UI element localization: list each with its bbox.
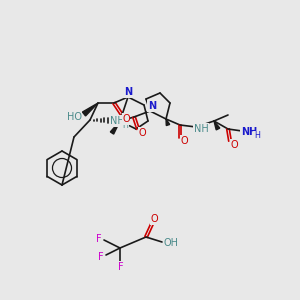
Polygon shape bbox=[214, 121, 220, 130]
Text: H: H bbox=[254, 131, 260, 140]
Text: OH: OH bbox=[164, 238, 178, 248]
Text: O: O bbox=[122, 114, 130, 124]
Text: N: N bbox=[124, 87, 132, 97]
Text: F: F bbox=[96, 234, 102, 244]
Polygon shape bbox=[166, 119, 170, 126]
Text: O: O bbox=[230, 140, 238, 150]
Text: O: O bbox=[180, 136, 188, 146]
Text: H: H bbox=[122, 121, 128, 130]
Text: NH: NH bbox=[110, 116, 124, 126]
Polygon shape bbox=[82, 103, 98, 116]
Polygon shape bbox=[110, 121, 120, 134]
Text: NH: NH bbox=[194, 124, 208, 134]
Text: HO: HO bbox=[67, 112, 82, 122]
Text: F: F bbox=[118, 262, 124, 272]
Text: F: F bbox=[98, 252, 104, 262]
Text: O: O bbox=[150, 214, 158, 224]
Text: O: O bbox=[138, 128, 146, 138]
Text: N: N bbox=[148, 101, 156, 111]
Text: NH: NH bbox=[241, 127, 257, 137]
